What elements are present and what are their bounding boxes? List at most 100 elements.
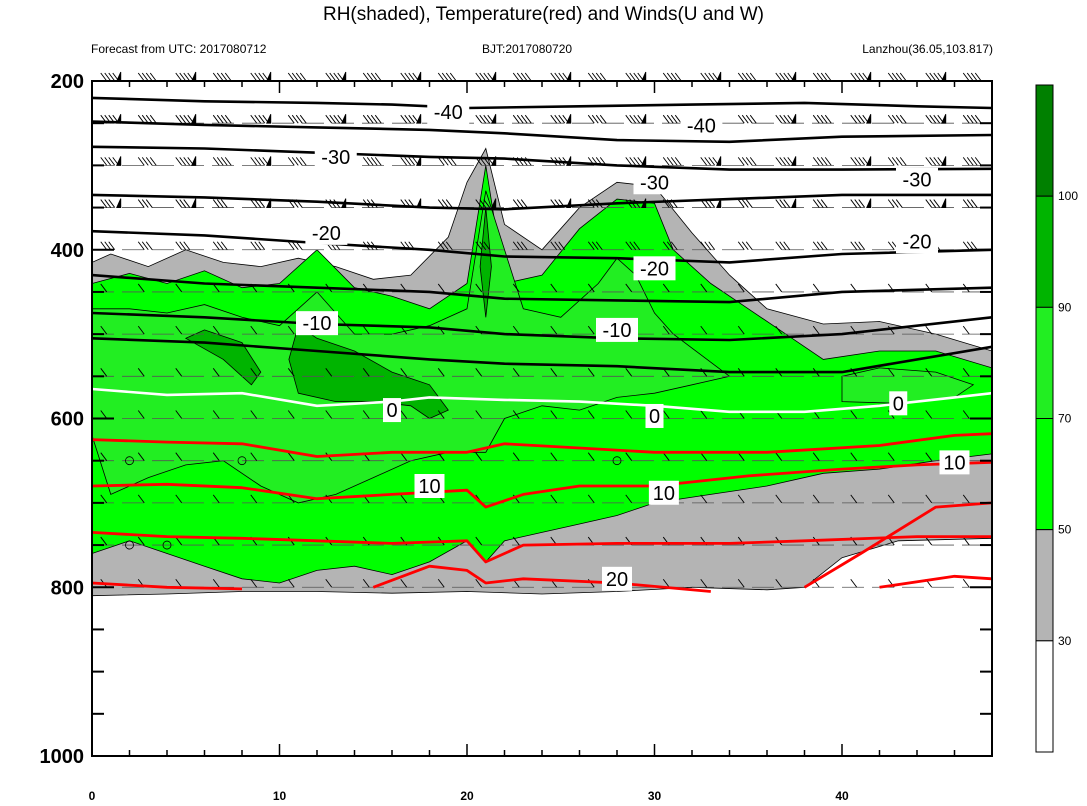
wind-barb-tick <box>299 157 307 166</box>
wind-barb-pennant <box>341 114 347 124</box>
contour-label-bg <box>414 474 445 498</box>
wind-barb-tick <box>887 452 895 461</box>
wind-barb-pennant <box>191 114 197 124</box>
wind-barb-pennant <box>491 198 497 209</box>
wind-barb-tick <box>437 199 445 208</box>
wind-barb-tick <box>483 241 491 251</box>
wind-barb-tick <box>329 72 337 82</box>
wind-barb-pennant <box>416 71 422 82</box>
wind-barb-tick <box>554 72 562 82</box>
wind-barb-tick <box>333 72 341 82</box>
wind-barb-tick <box>291 114 299 124</box>
wind-barb-pennant <box>866 198 872 209</box>
wind-barb-tick <box>895 72 903 82</box>
wind-barb-tick <box>700 241 708 251</box>
wind-barb-tick <box>295 157 303 166</box>
contour-label-bg <box>314 144 357 169</box>
wind-barb-tick <box>933 199 941 208</box>
wind-barb-tick <box>212 199 220 208</box>
wind-barb-tick <box>929 72 937 82</box>
wind-barb-tick <box>925 199 933 208</box>
contour-label-bg <box>633 170 676 195</box>
wind-barb-tick <box>895 157 903 166</box>
wind-barb-tick <box>966 157 974 166</box>
contour-label-bg <box>602 566 632 591</box>
wind-barb-tick <box>704 157 712 166</box>
contour-label: -20 <box>640 258 669 280</box>
wind-barb-tick <box>749 157 757 166</box>
wind-barb-tick <box>291 241 299 251</box>
wind-barb-tick <box>670 157 678 166</box>
wind-barb-tick <box>179 72 187 82</box>
wind-barb-tick <box>212 452 220 461</box>
wind-barb-tick <box>812 241 820 251</box>
wind-barb-tick <box>216 114 224 124</box>
wind-barb-tick <box>629 72 637 82</box>
wind-barb-tick <box>779 199 787 208</box>
wind-barb-tick <box>254 72 262 82</box>
contour-label-bg <box>939 450 970 475</box>
wind-barb-tick <box>295 241 303 251</box>
wind-barb-tick <box>850 452 858 461</box>
contour-label-layer: -40 -40 -30 -30 -30 -20 -20 -20 -10 -10 0 0 0 10 10 10 2… <box>296 100 970 591</box>
wind-barb-tick <box>925 325 933 335</box>
wind-barb-tick <box>512 241 520 251</box>
wind-barb-tick <box>670 72 678 82</box>
wind-barb-tick <box>374 114 382 124</box>
isotherm--40 <box>92 96 992 110</box>
wind-barb-tick <box>745 72 753 82</box>
wind-barb-tick <box>104 241 112 251</box>
wind-barb-tick <box>962 72 970 82</box>
calm-wind-marker <box>612 456 622 466</box>
wind-barb-tick <box>400 452 408 461</box>
wind-barb-tick <box>137 241 145 251</box>
wind-barb-tick <box>437 578 445 588</box>
wind-barb-tick <box>299 114 307 124</box>
isotherm-10 <box>92 432 992 458</box>
wind-barb-tick <box>633 157 641 166</box>
wind-barb-tick <box>141 114 149 124</box>
wind-barb-pennant <box>191 198 197 209</box>
wind-barb-tick <box>325 368 333 377</box>
wind-barb-tick <box>108 157 116 166</box>
contour-label: 10 <box>653 483 675 505</box>
wind-barb-tick <box>816 199 824 208</box>
wind-barb-tick <box>479 114 487 124</box>
wind-barb-tick <box>100 157 108 166</box>
wind-barb-tick <box>137 325 145 335</box>
wind-barb-tick <box>258 72 266 82</box>
wind-barb-tick <box>404 157 412 166</box>
wind-barb-tick <box>516 72 524 82</box>
wind-barb-tick <box>400 410 408 419</box>
wind-barb-tick <box>512 536 520 546</box>
wind-barb-tick <box>520 114 528 124</box>
wind-barb-tick <box>366 72 374 82</box>
wind-barb-tick <box>625 283 633 293</box>
contour-label-bg <box>680 113 723 138</box>
wind-barb-tick <box>929 157 937 166</box>
wind-barb-tick <box>745 199 753 208</box>
contour-label-bg <box>383 398 401 423</box>
wind-barb-tick <box>550 368 558 377</box>
wind-barb-tick <box>250 157 258 166</box>
wind-barb-pennant <box>716 198 722 209</box>
wind-barb-tick <box>925 452 933 461</box>
wind-barb-tick <box>887 114 895 124</box>
wind-barb-tick <box>141 157 149 166</box>
wind-barb-tick <box>366 114 374 124</box>
wind-barb-tick <box>887 157 895 166</box>
isotherm--30 <box>92 193 992 211</box>
wind-barb-tick <box>708 72 716 82</box>
chart-title: RH(shaded), Temperature(red) and Winds(U… <box>322 4 765 25</box>
wind-barb-tick <box>970 72 978 82</box>
wind-barb-tick <box>479 241 487 251</box>
wind-barb-tick <box>700 283 708 293</box>
contour-label-bg <box>889 391 908 416</box>
wind-barb-pennant <box>416 114 422 124</box>
wind-barb-pennant <box>941 198 947 209</box>
contour-label-bg <box>896 229 938 254</box>
forecast-time-label: Forecast from UTC: 2017080712 <box>91 42 267 56</box>
wind-barb-pennant <box>116 156 122 166</box>
wind-barb-tick <box>100 536 108 546</box>
